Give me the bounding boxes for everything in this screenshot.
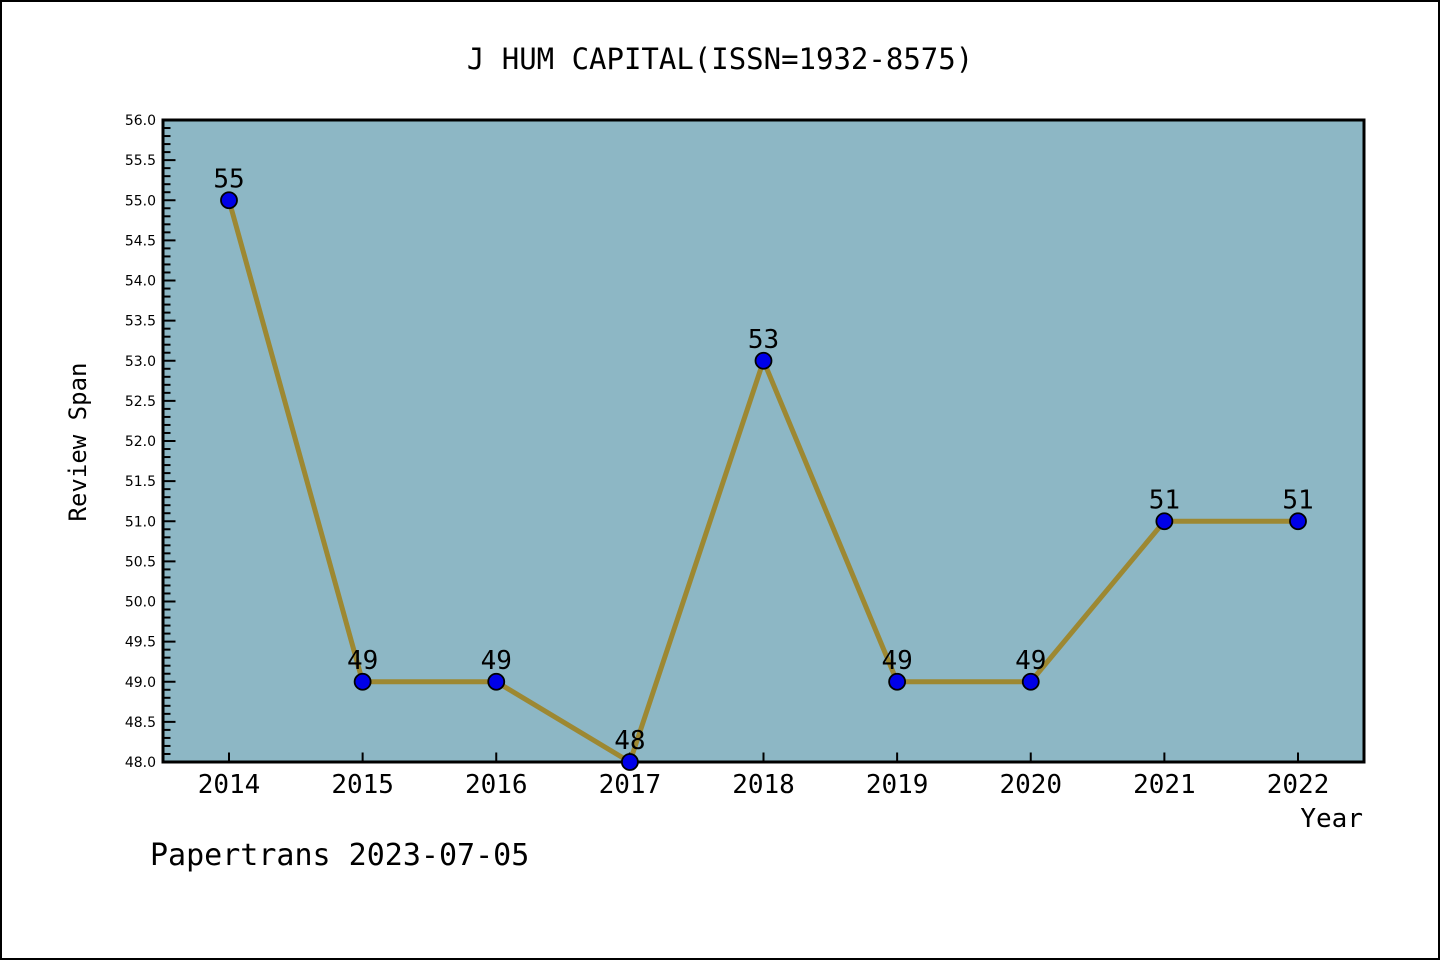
data-point	[620, 753, 639, 771]
data-point-label: 51	[1149, 485, 1180, 515]
x-axis-tick-label: 2019	[866, 770, 929, 800]
y-axis-tick-label: 50.5	[125, 554, 156, 570]
y-axis-tick-label: 55.0	[125, 193, 156, 209]
data-point-label: 49	[1015, 646, 1046, 676]
chart-title: J HUM CAPITAL(ISSN=1932-8575)	[466, 42, 974, 76]
data-point	[888, 672, 907, 691]
data-point-label: 55	[213, 164, 244, 194]
y-axis-tick-label: 54.0	[125, 274, 156, 290]
y-axis-tick-label: 48.5	[125, 715, 156, 731]
x-axis-tick-label: 2018	[732, 770, 795, 800]
y-axis-tick-label: 54.5	[125, 233, 156, 249]
data-point	[487, 672, 506, 691]
x-axis-tick-label: 2015	[331, 770, 394, 800]
footer-watermark: Papertrans 2023-07-05	[150, 838, 530, 873]
y-axis-tick-label: 49.0	[125, 675, 156, 691]
data-point-label: 48	[614, 726, 645, 756]
y-axis-tick-label: 51.5	[125, 474, 156, 490]
data-point	[353, 672, 372, 691]
x-axis-tick-label: 2020	[999, 770, 1062, 800]
plot-background	[163, 120, 1364, 762]
y-axis-tick-label: 55.5	[125, 153, 156, 169]
data-point	[1155, 512, 1174, 531]
data-point-label: 49	[481, 646, 512, 676]
data-point	[754, 351, 773, 370]
y-axis-tick-label: 51.0	[125, 514, 156, 530]
data-point	[220, 191, 238, 210]
data-point	[1021, 672, 1040, 691]
data-point-label: 49	[881, 646, 912, 676]
data-point	[1289, 512, 1307, 531]
x-axis-tick-label: 2016	[465, 770, 528, 800]
y-axis-tick-label: 50.0	[125, 595, 156, 611]
plot-border	[161, 118, 1366, 764]
x-axis-title: Year	[1300, 804, 1363, 834]
data-point-label: 53	[748, 325, 779, 355]
y-axis-tick-label: 48.0	[125, 755, 156, 771]
x-axis-tick-label: 2022	[1267, 770, 1330, 800]
y-axis-tick-label: 52.5	[125, 394, 156, 410]
y-axis-tick-label: 49.5	[125, 635, 156, 651]
y-axis-tick-label: 56.0	[125, 113, 156, 129]
y-axis-tick-label: 52.0	[125, 434, 156, 450]
data-point-label: 49	[347, 646, 378, 676]
y-axis-tick-label: 53.5	[125, 314, 156, 330]
x-axis-tick-label: 2014	[198, 770, 261, 800]
y-axis-tick-label: 53.0	[125, 354, 156, 370]
data-point-label: 51	[1282, 485, 1313, 515]
x-axis-tick-label: 2021	[1133, 770, 1196, 800]
x-axis-tick-label: 2017	[599, 770, 662, 800]
